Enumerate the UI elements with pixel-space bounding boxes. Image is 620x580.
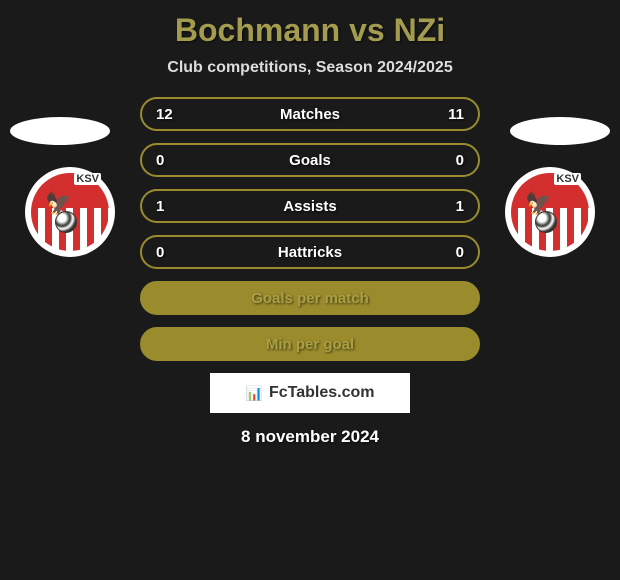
stat-value-left: 12 bbox=[156, 106, 180, 123]
player1-club-badge: 🦅 KSV bbox=[20, 167, 120, 257]
vs-label: vs bbox=[349, 12, 385, 48]
stat-label: Hattricks bbox=[278, 244, 342, 261]
stat-label: Goals bbox=[289, 152, 331, 169]
stat-label: Min per goal bbox=[266, 336, 354, 353]
stat-row: 0 Hattricks 0 bbox=[140, 235, 480, 269]
player1-name: Bochmann bbox=[175, 12, 340, 48]
stats-container: 12 Matches 11 0 Goals 0 1 Assists 1 0 Hattricks 0 Go… bbox=[140, 97, 480, 361]
player1-avatar-placeholder bbox=[10, 117, 110, 145]
content-area: 🦅 KSV 🦅 KSV 12 Matches 11 0 Goals 0 1 Assists 1 0… bbox=[0, 97, 620, 361]
stat-value-right: 1 bbox=[440, 198, 464, 215]
subtitle: Club competitions, Season 2024/2025 bbox=[0, 59, 620, 77]
player2-name: NZi bbox=[394, 12, 446, 48]
date-label: 8 november 2024 bbox=[0, 427, 620, 447]
stat-row: Goals per match bbox=[140, 281, 480, 315]
stat-row: 0 Goals 0 bbox=[140, 143, 480, 177]
stat-value-left: 1 bbox=[156, 198, 180, 215]
stat-row: Min per goal bbox=[140, 327, 480, 361]
badge-label: KSV bbox=[74, 173, 101, 185]
stat-row: 1 Assists 1 bbox=[140, 189, 480, 223]
badge-label: KSV bbox=[554, 173, 581, 185]
chart-icon: 📊 bbox=[246, 385, 263, 402]
stat-value-right: 0 bbox=[440, 152, 464, 169]
stat-label: Goals per match bbox=[251, 290, 369, 307]
shield-icon: 🦅 KSV bbox=[25, 167, 115, 257]
page-title: Bochmann vs NZi bbox=[0, 0, 620, 49]
shield-icon: 🦅 KSV bbox=[505, 167, 595, 257]
stat-label: Matches bbox=[280, 106, 340, 123]
ball-icon bbox=[535, 211, 557, 233]
stat-value-right: 11 bbox=[440, 106, 464, 123]
player2-club-badge: 🦅 KSV bbox=[500, 167, 600, 257]
ball-icon bbox=[55, 211, 77, 233]
stat-value-left: 0 bbox=[156, 152, 180, 169]
stat-row: 12 Matches 11 bbox=[140, 97, 480, 131]
brand-label: FcTables.com bbox=[269, 384, 375, 402]
brand-badge: 📊 FcTables.com bbox=[210, 373, 410, 413]
stat-value-left: 0 bbox=[156, 244, 180, 261]
stat-value-right: 0 bbox=[440, 244, 464, 261]
stat-label: Assists bbox=[283, 198, 336, 215]
player2-avatar-placeholder bbox=[510, 117, 610, 145]
